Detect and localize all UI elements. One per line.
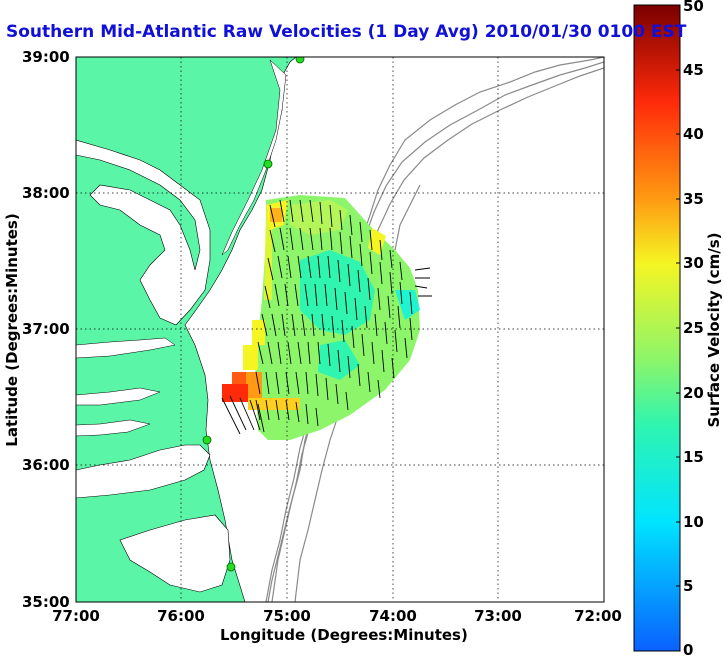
plot-frame xyxy=(75,56,605,603)
x-tick-label: 74:00 xyxy=(369,607,417,625)
y-tick-label: 36:00 xyxy=(22,456,70,474)
x-tick-label: 72:00 xyxy=(574,607,622,625)
x-tick-label: 77:00 xyxy=(52,607,100,625)
colorbar-tick-label: 0 xyxy=(683,641,694,659)
colorbar-ticks xyxy=(676,4,680,652)
colorbar xyxy=(633,4,681,652)
colorbar-tick-label: 15 xyxy=(683,448,704,466)
station-marker xyxy=(226,562,236,572)
x-axis-label: Longitude (Degrees:Minutes) xyxy=(220,626,468,644)
albemarle-sound xyxy=(76,444,211,499)
colorbar-tick-label: 45 xyxy=(683,61,704,79)
x-tick-label: 76:00 xyxy=(157,607,205,625)
station-marker xyxy=(263,159,273,169)
chesapeake-bay xyxy=(76,139,211,326)
colorbar-tick-label: 10 xyxy=(683,513,704,531)
velocity-vectors xyxy=(221,199,432,435)
y-tick-label: 38:00 xyxy=(22,184,70,202)
grid-lines xyxy=(76,57,604,602)
pamlico-sound xyxy=(119,514,231,593)
y-axis-label: Latitude (Degrees:Minutes) xyxy=(3,213,21,447)
colorbar-tick-label: 25 xyxy=(683,319,704,337)
station-marker xyxy=(202,435,212,445)
velocity-field xyxy=(222,195,420,440)
colorbar-tick-label: 40 xyxy=(683,125,704,143)
river-inlet-3 xyxy=(76,419,151,437)
colorbar-tick-label: 50 xyxy=(683,0,704,15)
colorbar-tick-label: 35 xyxy=(683,190,704,208)
colorbar-label: Surface Velocity (cm/s) xyxy=(705,232,723,428)
colorbar-tick-label: 30 xyxy=(683,254,704,272)
river-inlet-2 xyxy=(76,387,161,406)
colorbar-tick-label: 5 xyxy=(683,577,694,595)
y-tick-label: 37:00 xyxy=(22,320,70,338)
map-title: Southern Mid-Atlantic Raw Velocities (1 … xyxy=(6,22,687,42)
river-inlet xyxy=(76,337,176,359)
y-tick-label: 39:00 xyxy=(22,48,70,66)
x-tick-label: 73:00 xyxy=(474,607,522,625)
x-tick-label: 75:00 xyxy=(263,607,311,625)
y-tick-label: 35:00 xyxy=(22,593,70,611)
eastern-shore-channel xyxy=(221,59,287,256)
station-marker xyxy=(295,57,305,64)
station-markers xyxy=(202,57,305,572)
colorbar-tick-label: 20 xyxy=(683,384,704,402)
